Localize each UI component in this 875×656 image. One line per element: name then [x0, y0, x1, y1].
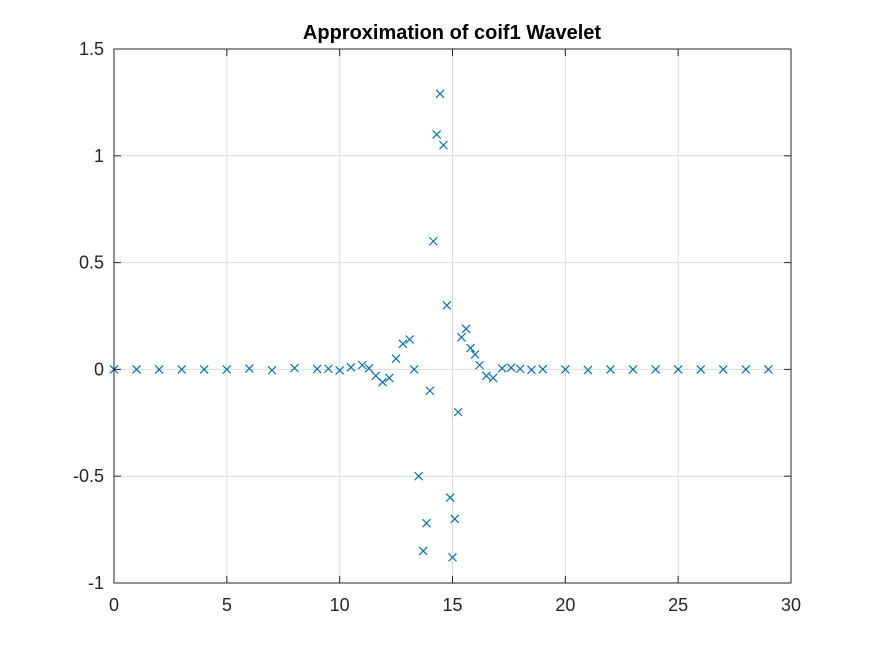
data-point — [364, 363, 374, 373]
data-point — [515, 364, 525, 374]
data-point — [442, 300, 452, 310]
data-point — [428, 236, 438, 246]
data-point — [475, 360, 485, 370]
data-point — [418, 546, 428, 556]
data-point — [432, 130, 442, 139]
data-point — [448, 552, 457, 562]
data-point — [290, 363, 299, 373]
data-point — [718, 364, 728, 374]
data-point — [628, 364, 638, 374]
data-point — [323, 364, 333, 374]
data-point — [481, 371, 491, 381]
x-tick-label: 0 — [109, 595, 119, 615]
y-tick-label: 1.5 — [79, 39, 104, 59]
y-tick-label: 0.5 — [79, 253, 104, 273]
x-tick-labels: 0 5 10 15 20 25 30 — [109, 595, 801, 615]
tick-marks — [113, 48, 792, 584]
y-tick-labels: -1 -0.5 0 0.5 1 1.5 — [73, 39, 104, 593]
data-point — [435, 89, 445, 99]
data-point — [398, 339, 408, 349]
data-point — [764, 364, 773, 374]
data-marks — [109, 89, 773, 562]
data-point — [346, 362, 356, 372]
data-point — [384, 373, 394, 383]
data-point — [488, 373, 498, 383]
data-point — [199, 364, 209, 374]
data-point — [445, 493, 455, 502]
data-point — [425, 386, 435, 396]
y-tick-label: 0 — [94, 359, 104, 379]
data-point — [132, 364, 141, 374]
y-tick-label: 1 — [94, 146, 104, 166]
y-tick-label: -1 — [88, 573, 104, 593]
data-point — [378, 377, 387, 387]
chart-title: Approximation of coif1 Wavelet — [303, 22, 602, 44]
y-tick-label: -0.5 — [73, 466, 104, 486]
data-point — [538, 364, 548, 374]
data-point — [606, 364, 615, 374]
data-point — [466, 343, 475, 353]
data-point — [409, 364, 419, 374]
data-point — [651, 364, 661, 374]
x-tick-label: 30 — [781, 595, 801, 615]
x-tick-label: 20 — [555, 595, 575, 615]
data-point — [673, 364, 683, 374]
data-point — [457, 332, 466, 342]
data-point — [267, 365, 277, 375]
data-point — [335, 366, 345, 375]
x-tick-label: 10 — [330, 595, 350, 615]
data-point — [439, 140, 448, 150]
x-tick-label: 25 — [668, 595, 688, 615]
data-point — [312, 364, 322, 374]
x-tick-label: 15 — [442, 595, 462, 615]
data-point — [741, 364, 751, 374]
data-point — [453, 407, 463, 417]
data-point — [506, 363, 516, 373]
data-point — [222, 364, 232, 374]
data-point — [560, 364, 570, 374]
data-point — [497, 363, 507, 373]
data-point — [357, 360, 367, 370]
data-point — [461, 324, 471, 334]
data-point — [527, 365, 536, 375]
data-point — [470, 350, 480, 359]
data-point — [583, 365, 593, 375]
data-point — [414, 471, 424, 481]
data-point — [422, 518, 431, 528]
data-point — [177, 364, 187, 374]
data-point — [391, 354, 401, 364]
data-point — [154, 364, 164, 374]
data-point — [450, 514, 460, 524]
x-tick-label: 5 — [222, 595, 232, 615]
data-point — [696, 364, 706, 374]
data-point — [244, 364, 254, 373]
data-point — [405, 335, 415, 344]
